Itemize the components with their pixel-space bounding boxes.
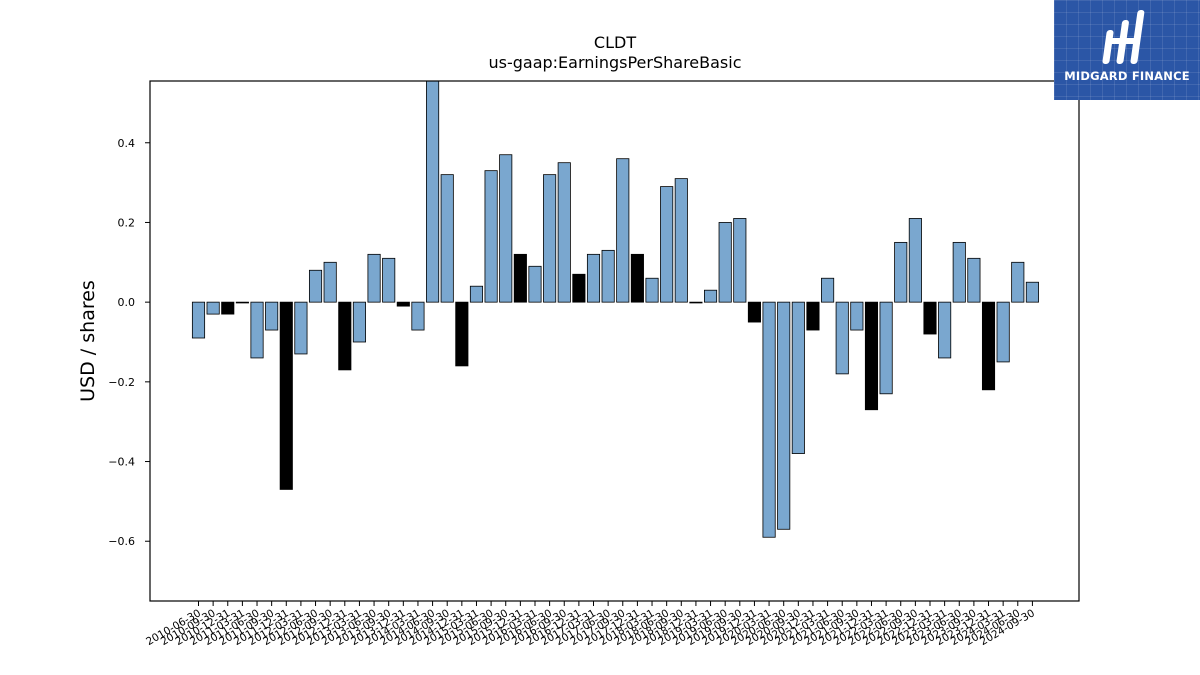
y-tick-label: 0.4	[118, 137, 136, 150]
y-tick-label: 0.2	[118, 216, 136, 229]
bar-2010-09-30	[206, 301, 220, 315]
bar-2021-09-30	[850, 301, 864, 331]
bar-2020-09-30	[791, 301, 805, 454]
bar-2018-09-30	[674, 178, 688, 303]
bar-2012-06-30	[308, 269, 323, 303]
bar-2015-09-30	[499, 154, 513, 303]
bar-2019-06-30	[718, 222, 732, 303]
bar-2024-06-30	[1011, 261, 1025, 303]
bar-2016-03-31	[528, 265, 542, 303]
bar-2022-09-30	[908, 218, 922, 303]
bar-2016-09-30	[557, 162, 571, 303]
bar-2020-12-31	[806, 301, 820, 331]
y-tick-label: −0.2	[108, 376, 135, 389]
logo-text: MIDGARD FINANCE	[1064, 69, 1190, 83]
bar-2016-06-30	[543, 174, 557, 303]
y-tick-label: −0.6	[108, 535, 135, 548]
bar-2018-12-31	[689, 301, 703, 304]
bar-2022-06-30	[894, 241, 908, 303]
y-axis-label: USD / shares	[77, 280, 99, 402]
bar-2022-03-31	[879, 301, 893, 395]
chart-title: CLDT	[594, 33, 636, 52]
bar-2013-03-31	[352, 301, 366, 343]
bar-2023-03-31	[938, 301, 952, 359]
bar-2015-12-31	[513, 253, 527, 303]
bar-2017-09-30	[616, 158, 630, 303]
bar-2012-12-31	[338, 301, 352, 371]
bar-2017-12-31	[630, 253, 644, 303]
bar-2013-09-30	[382, 257, 396, 303]
bar-2014-12-31	[455, 301, 469, 367]
midgard-finance-logo: MIDGARD FINANCE	[1054, 0, 1200, 100]
bars-group	[191, 80, 1039, 538]
bar-2013-06-30	[367, 253, 381, 303]
bar-2020-06-30	[777, 301, 791, 530]
bar-2018-06-30	[660, 186, 674, 303]
bar-2021-12-31	[864, 301, 879, 411]
bar-2010-06-30	[191, 301, 206, 339]
bar-2021-03-31	[821, 277, 835, 303]
bar-2014-03-31	[411, 301, 425, 331]
bar-2019-09-30	[733, 218, 747, 303]
bar-2023-06-30	[952, 241, 966, 303]
y-tick-label: −0.4	[108, 456, 135, 469]
bar-2017-03-31	[586, 253, 601, 303]
bar-2011-03-31	[235, 301, 249, 304]
bar-2012-09-30	[323, 261, 337, 303]
bar-2024-03-31	[996, 301, 1010, 363]
bar-2011-06-30	[250, 301, 264, 359]
bar-2019-03-31	[704, 289, 718, 303]
bar-2010-12-31	[221, 301, 235, 315]
bar-2011-12-31	[279, 301, 293, 490]
bar-2014-06-30	[426, 80, 440, 303]
logo-grid-pattern	[1054, 0, 1200, 100]
bar-2022-12-31	[923, 301, 937, 335]
bar-2023-12-31	[981, 301, 996, 391]
bar-2017-06-30	[601, 249, 615, 303]
bar-2015-06-30	[484, 170, 498, 303]
bar-2021-06-30	[835, 301, 849, 375]
bar-2012-03-31	[294, 301, 308, 355]
bar-2013-12-31	[396, 301, 410, 307]
bar-2011-09-30	[265, 301, 279, 331]
y-tick-label: 0.0	[118, 296, 136, 309]
chart-subtitle: us-gaap:EarningsPerShareBasic	[488, 53, 741, 72]
midgard-logo-mark-icon	[1102, 10, 1145, 64]
bar-2024-09-30	[1025, 281, 1039, 303]
bar-2020-03-31	[762, 301, 776, 538]
y-ticks-group: 0.4 0.2 0.0 −0.2 −0.4 −0.6	[108, 137, 150, 548]
bar-2014-09-30	[440, 174, 454, 303]
plot-frame	[149, 80, 1080, 602]
bar-2019-12-31	[747, 301, 761, 323]
bar-2023-09-30	[967, 257, 981, 303]
x-ticks-group: 2010-06-302010-09-302010-12-312011-03-31…	[144, 601, 1037, 648]
bar-2018-03-31	[645, 277, 659, 303]
bar-2015-03-31	[469, 285, 484, 303]
bar-2016-12-31	[572, 273, 586, 303]
